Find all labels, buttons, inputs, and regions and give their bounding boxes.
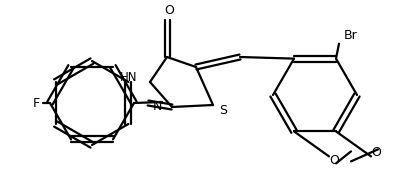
- Text: Br: Br: [344, 29, 358, 42]
- Text: F: F: [32, 97, 40, 110]
- Text: N: N: [152, 100, 162, 112]
- Text: HN: HN: [119, 70, 137, 83]
- Text: O: O: [164, 4, 174, 16]
- Text: O: O: [371, 146, 381, 159]
- Text: S: S: [219, 103, 227, 117]
- Text: O: O: [329, 154, 339, 167]
